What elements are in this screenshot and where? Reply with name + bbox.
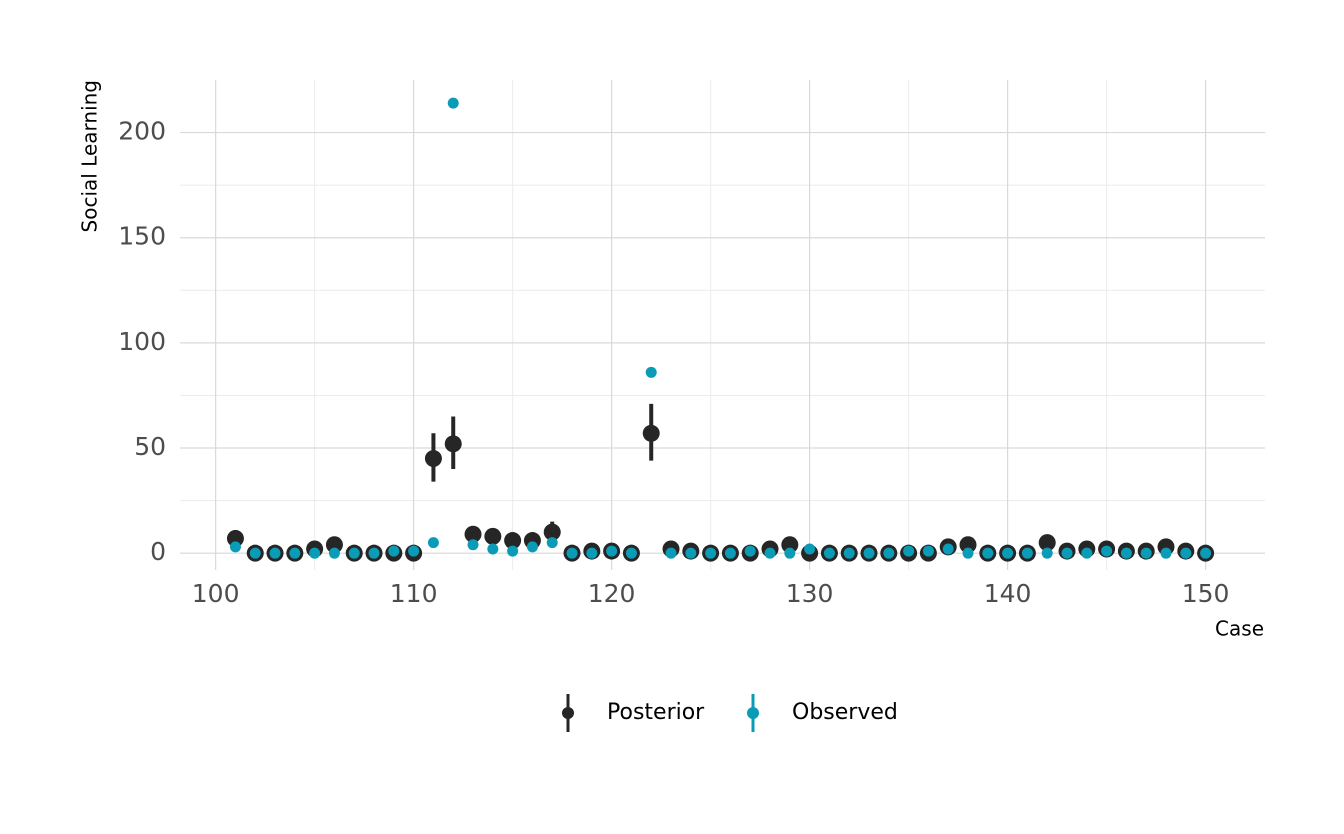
point [606, 545, 618, 557]
point [1041, 547, 1053, 559]
point [1038, 534, 1056, 552]
y-tick-label: 200 [118, 117, 166, 146]
point [566, 547, 578, 559]
point [484, 527, 502, 545]
point [526, 541, 538, 553]
x-tick-label: 100 [192, 579, 240, 608]
point [546, 537, 558, 549]
x-tick-label: 110 [390, 579, 438, 608]
point [543, 523, 561, 541]
point [781, 536, 799, 554]
point [1081, 547, 1093, 559]
point [1140, 547, 1152, 559]
point [625, 547, 637, 559]
y-axis-title: Social Learning [78, 80, 102, 232]
point [764, 547, 776, 559]
point [823, 547, 835, 559]
x-tick-label: 140 [984, 579, 1032, 608]
point [922, 545, 934, 557]
point [269, 547, 281, 559]
legend-label: Posterior [607, 700, 705, 725]
point [1021, 547, 1033, 559]
point [903, 545, 915, 557]
point [665, 547, 677, 559]
point [464, 525, 482, 543]
point [724, 547, 736, 559]
point [705, 547, 717, 559]
point [942, 543, 954, 555]
point [447, 97, 459, 109]
point [444, 435, 462, 453]
x-tick-label: 150 [1182, 579, 1230, 608]
point [504, 532, 522, 550]
point [744, 545, 756, 557]
legend-key-point [562, 707, 574, 719]
point [982, 547, 994, 559]
point [863, 547, 875, 559]
point [226, 529, 244, 547]
y-tick-label: 100 [118, 327, 166, 356]
point [348, 547, 360, 559]
point [804, 543, 816, 555]
point [289, 547, 301, 559]
point [784, 547, 796, 559]
point [229, 541, 241, 553]
point [1101, 545, 1113, 557]
point [427, 537, 439, 549]
point [487, 543, 499, 555]
point [959, 536, 977, 554]
y-tick-label: 0 [150, 537, 166, 566]
point [249, 547, 261, 559]
point [962, 547, 974, 559]
point [883, 547, 895, 559]
x-tick-label: 120 [588, 579, 636, 608]
point [467, 539, 479, 551]
point [1120, 547, 1132, 559]
point [685, 547, 697, 559]
point [388, 545, 400, 557]
point [1200, 547, 1212, 559]
point [1180, 547, 1192, 559]
point [368, 547, 380, 559]
legend-label: Observed [792, 700, 898, 725]
x-tick-label: 130 [786, 579, 834, 608]
point [642, 424, 660, 442]
point [507, 545, 519, 557]
point [1061, 547, 1073, 559]
point [309, 547, 321, 559]
point [586, 547, 598, 559]
x-axis-title: Case [1215, 617, 1264, 641]
point [1160, 547, 1172, 559]
y-tick-label: 150 [118, 222, 166, 251]
point [424, 450, 442, 468]
legend-key-point [747, 707, 759, 719]
point [325, 536, 343, 554]
point [1002, 547, 1014, 559]
point [843, 547, 855, 559]
y-tick-label: 50 [134, 432, 166, 461]
point [408, 545, 420, 557]
point [328, 547, 340, 559]
point [645, 366, 657, 378]
